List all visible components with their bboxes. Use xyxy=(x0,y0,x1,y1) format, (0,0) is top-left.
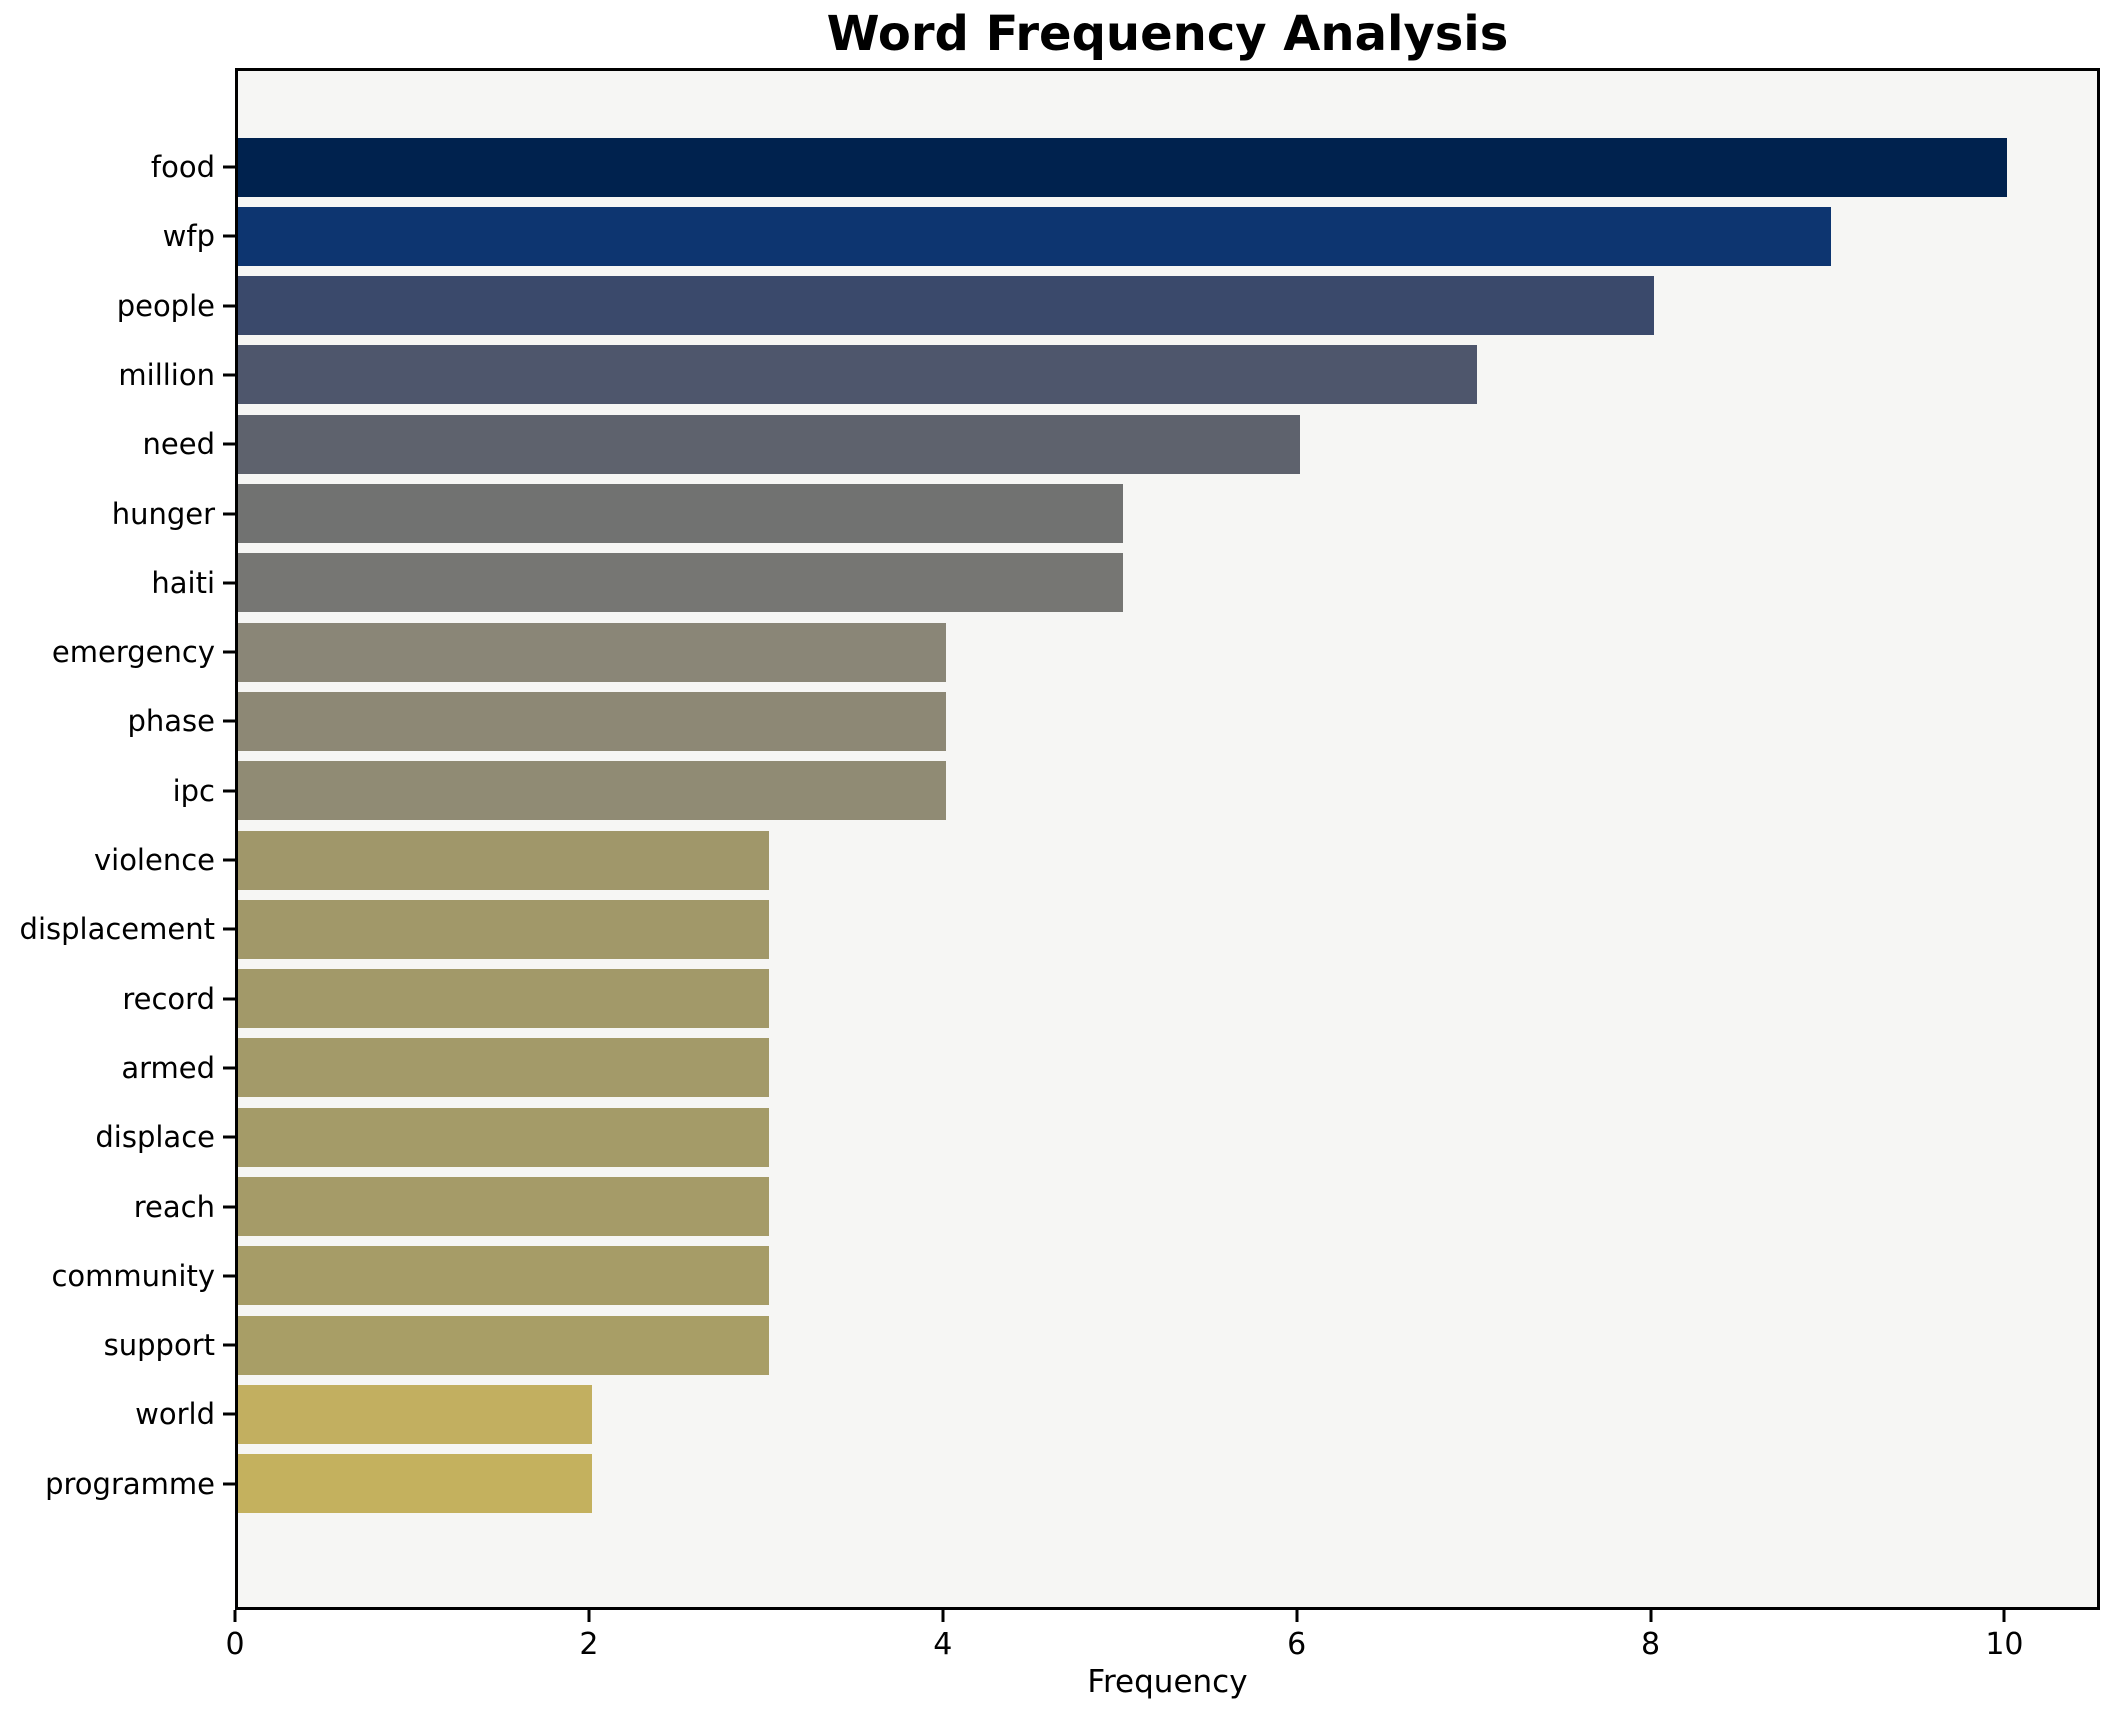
bar-phase xyxy=(238,691,946,751)
ytick-label-displacement: displacement xyxy=(19,912,215,947)
xtick-mark xyxy=(587,1610,591,1622)
ytick-label-world: world xyxy=(135,1397,215,1432)
ytick-label-phase: phase xyxy=(127,704,215,739)
bar-displace xyxy=(238,1107,769,1167)
ytick-mark xyxy=(223,927,235,931)
bar-emergency xyxy=(238,622,946,682)
ytick-label-programme: programme xyxy=(45,1466,215,1501)
ytick-mark xyxy=(223,1343,235,1347)
bar-food xyxy=(238,137,2008,197)
ytick-label-people: people xyxy=(116,288,215,323)
ytick-mark xyxy=(223,997,235,1001)
x-axis-label: Frequency xyxy=(1087,1664,1248,1700)
ytick-mark xyxy=(223,719,235,723)
chart-title: Word Frequency Analysis xyxy=(826,6,1509,62)
xtick-label: 10 xyxy=(1985,1627,2024,1662)
ytick-mark xyxy=(223,1412,235,1416)
ytick-label-haiti: haiti xyxy=(151,565,215,600)
ytick-label-wfp: wfp xyxy=(162,219,215,254)
ytick-label-support: support xyxy=(103,1328,215,1363)
ytick-label-violence: violence xyxy=(93,843,215,877)
xtick-mark xyxy=(1295,1610,1299,1622)
ytick-mark xyxy=(223,442,235,446)
ytick-mark xyxy=(223,789,235,793)
bars-container xyxy=(238,71,2097,1607)
ytick-mark xyxy=(223,650,235,654)
ytick-mark xyxy=(223,1274,235,1278)
bar-million xyxy=(238,345,1477,405)
ytick-mark xyxy=(223,581,235,585)
bar-community xyxy=(238,1246,769,1306)
ytick-mark xyxy=(223,1066,235,1070)
xtick-label: 4 xyxy=(933,1627,953,1662)
bar-need xyxy=(238,414,1300,474)
ytick-label-record: record xyxy=(122,981,215,1016)
xtick-mark xyxy=(1649,1610,1653,1622)
ytick-mark xyxy=(223,1205,235,1208)
bar-ipc xyxy=(238,761,946,821)
xtick-label: 8 xyxy=(1641,1627,1661,1662)
ytick-mark xyxy=(223,373,235,377)
ytick-mark xyxy=(223,858,235,862)
ytick-mark xyxy=(223,234,235,238)
bar-hunger xyxy=(238,484,1123,543)
ytick-mark xyxy=(223,1482,235,1486)
bar-programme xyxy=(238,1454,592,1514)
ytick-label-million: million xyxy=(118,357,215,392)
bar-people xyxy=(238,276,1654,336)
bar-wfp xyxy=(238,206,1831,266)
xtick-mark xyxy=(233,1610,237,1622)
bar-world xyxy=(238,1384,592,1444)
ytick-mark xyxy=(223,512,235,515)
bar-haiti xyxy=(238,553,1123,613)
ytick-label-hunger: hunger xyxy=(111,496,215,531)
bar-support xyxy=(238,1315,769,1375)
ytick-label-reach: reach xyxy=(133,1189,215,1224)
bar-record xyxy=(238,969,769,1029)
bar-displacement xyxy=(238,899,769,959)
ytick-label-armed: armed xyxy=(121,1050,215,1085)
xtick-label: 6 xyxy=(1287,1627,1307,1662)
plot-area xyxy=(235,68,2100,1610)
bar-violence xyxy=(238,830,769,890)
ytick-label-community: community xyxy=(51,1258,215,1293)
ytick-mark xyxy=(223,1135,235,1139)
ytick-label-displace: displace xyxy=(95,1120,215,1155)
xtick-mark xyxy=(941,1610,945,1622)
ytick-label-need: need xyxy=(142,427,215,462)
xtick-mark xyxy=(2002,1610,2006,1622)
bar-reach xyxy=(238,1177,769,1236)
xtick-label: 0 xyxy=(225,1627,245,1662)
ytick-label-emergency: emergency xyxy=(51,635,215,670)
ytick-label-food: food xyxy=(150,150,215,184)
ytick-label-ipc: ipc xyxy=(172,773,215,808)
ytick-mark xyxy=(223,165,235,169)
bar-armed xyxy=(238,1038,769,1098)
xtick-label: 2 xyxy=(579,1627,599,1662)
ytick-mark xyxy=(223,304,235,308)
